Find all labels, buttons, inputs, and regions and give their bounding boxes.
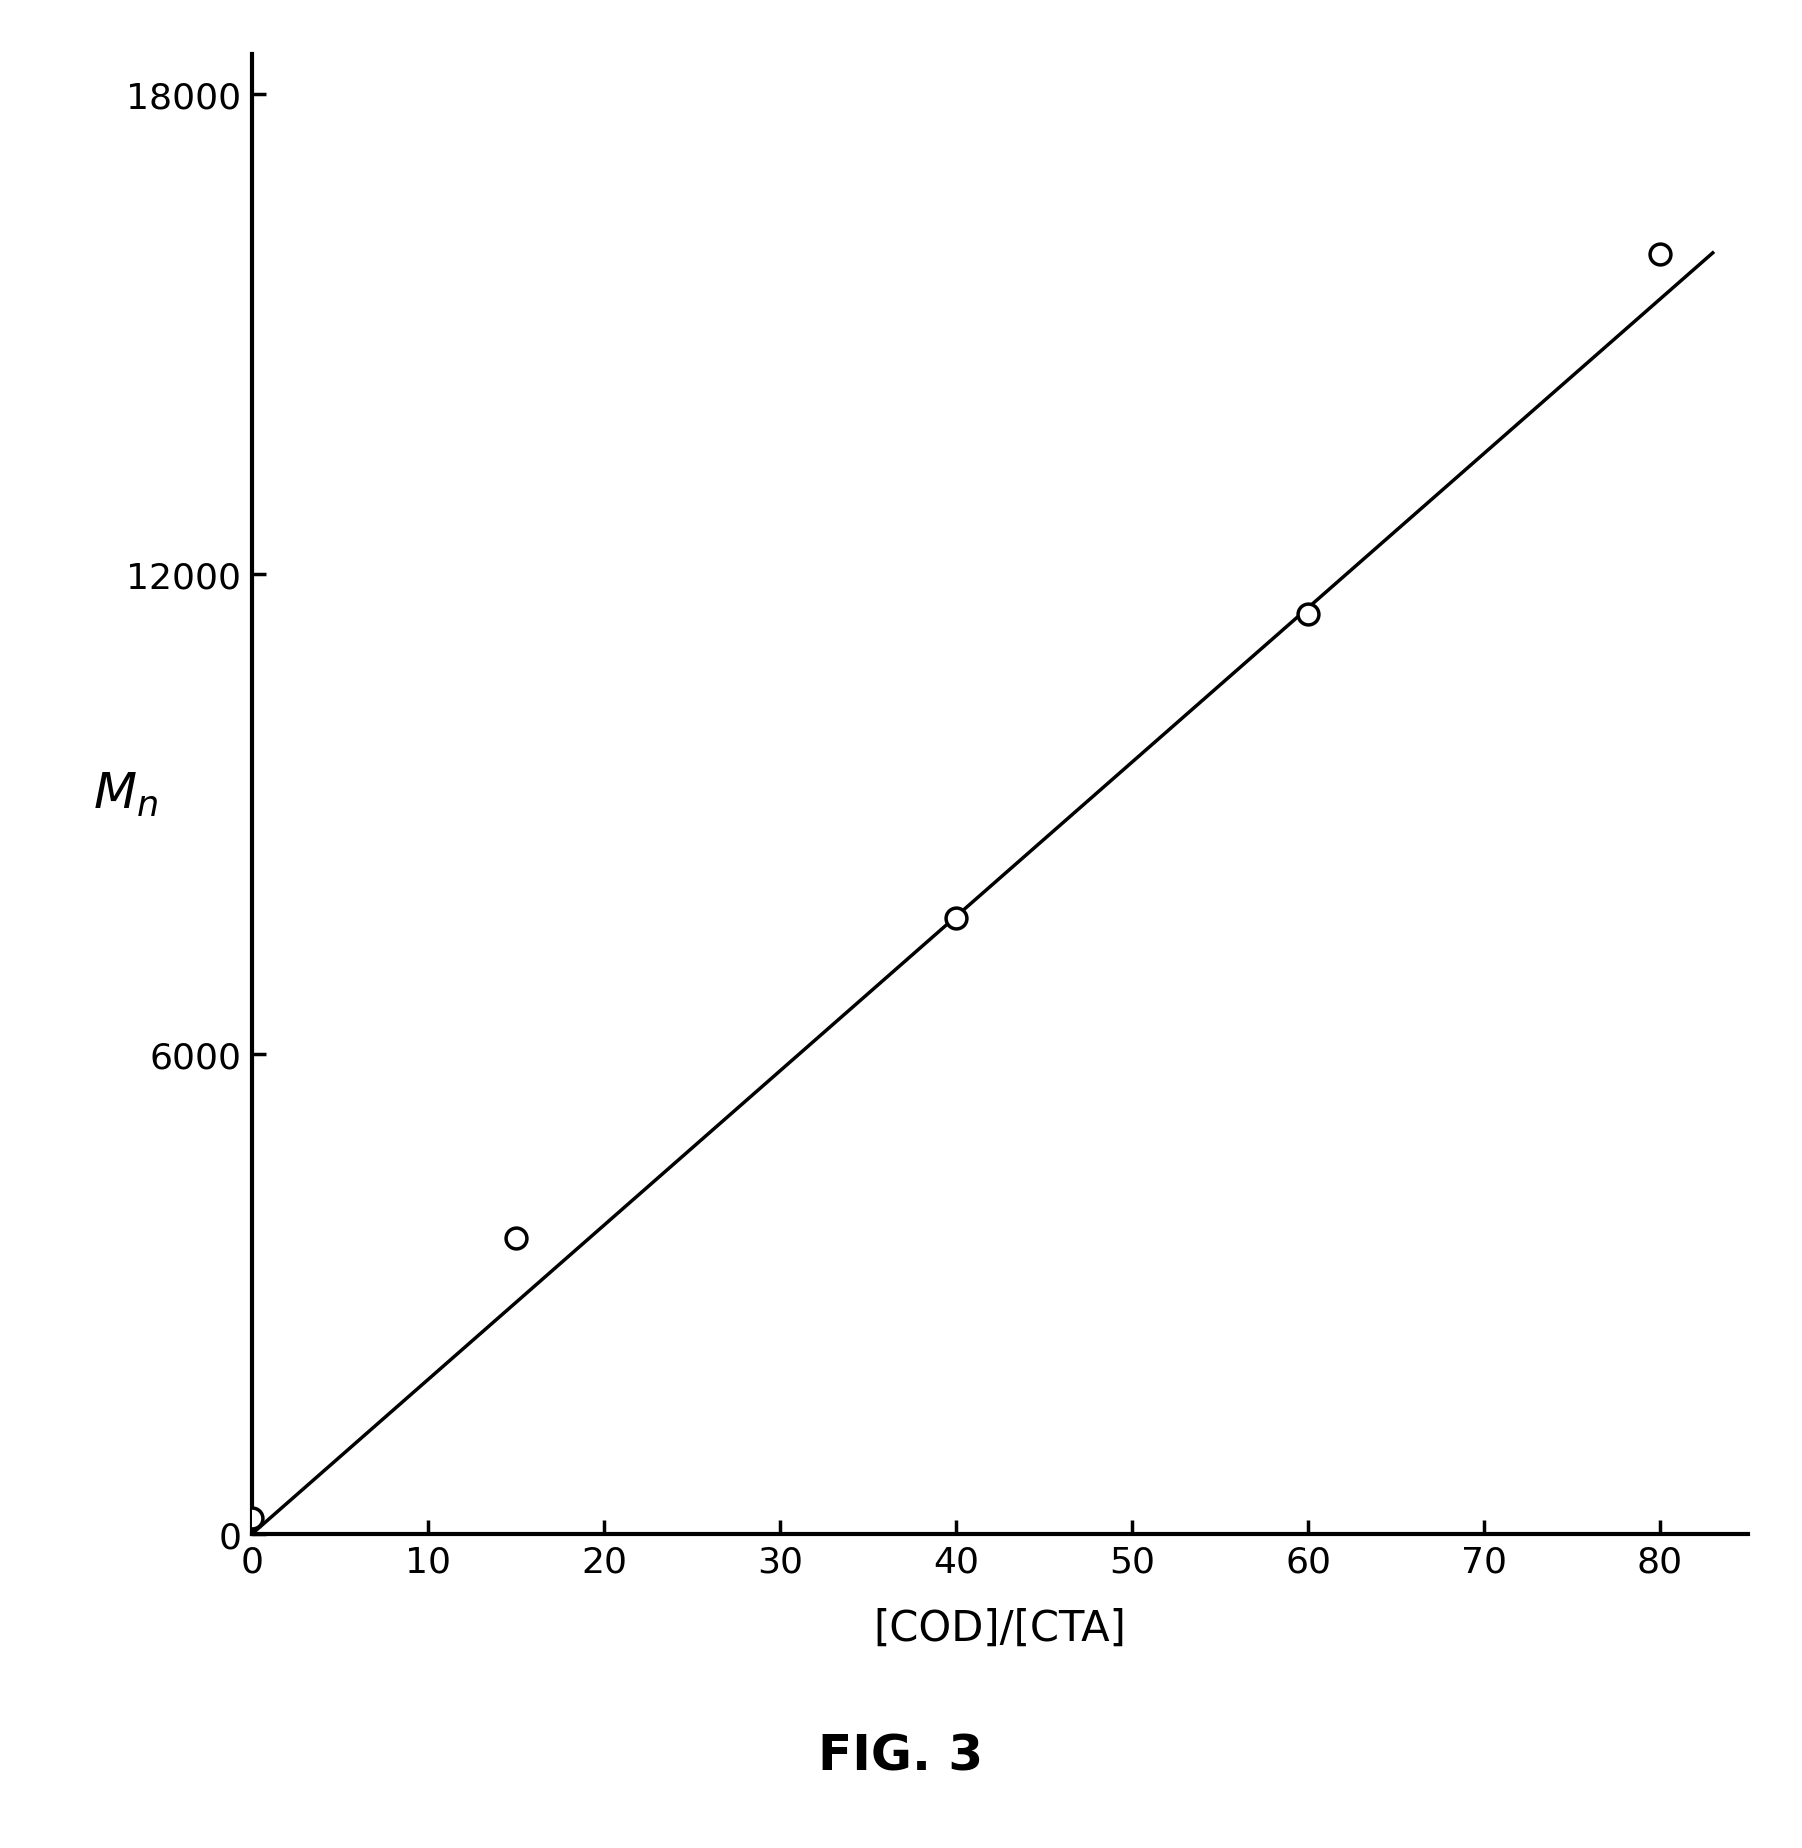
Point (942, 904, 971, 933)
Point (238, 1502, 267, 1532)
Point (501, 1223, 530, 1253)
Text: $\mathit{M}_n$: $\mathit{M}_n$ (92, 771, 157, 819)
X-axis label: [COD]/[CTA]: [COD]/[CTA] (874, 1606, 1126, 1648)
Point (1645, 240, 1674, 270)
Point (1294, 601, 1323, 630)
Text: FIG. 3: FIG. 3 (818, 1732, 984, 1780)
